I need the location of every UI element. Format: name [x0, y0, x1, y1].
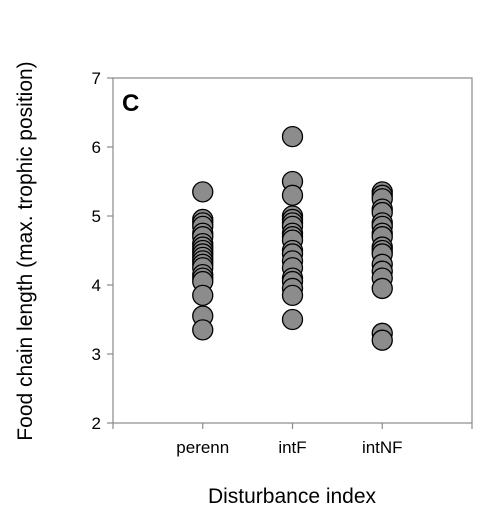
x-category-label: perenn — [176, 438, 229, 457]
y-tick-label: 6 — [92, 138, 101, 157]
x-category-label: intF — [278, 438, 306, 457]
data-point-perenn — [193, 320, 213, 340]
y-tick-label: 2 — [92, 414, 101, 433]
data-point-intF — [283, 310, 303, 330]
y-tick-label: 3 — [92, 345, 101, 364]
data-point-intF — [283, 285, 303, 305]
data-points — [193, 127, 393, 351]
panel-label: C — [122, 90, 139, 117]
x-axis-title: Disturbance index — [208, 485, 377, 508]
y-tick-label: 5 — [92, 207, 101, 226]
data-point-intF — [283, 127, 303, 147]
data-point-intNF — [372, 330, 392, 350]
data-point-intF — [283, 185, 303, 205]
y-axis-title: Food chain length (max. trophic position… — [14, 61, 37, 440]
x-category-label: intNF — [362, 438, 403, 457]
data-point-perenn — [193, 285, 213, 305]
data-point-intNF — [372, 278, 392, 298]
y-tick-label: 4 — [92, 276, 101, 295]
x-axis: perenn intF intNF — [113, 423, 472, 457]
y-axis: 2 3 4 5 6 7 — [92, 69, 113, 433]
y-tick-label: 7 — [92, 69, 101, 88]
data-point-perenn — [193, 182, 213, 202]
